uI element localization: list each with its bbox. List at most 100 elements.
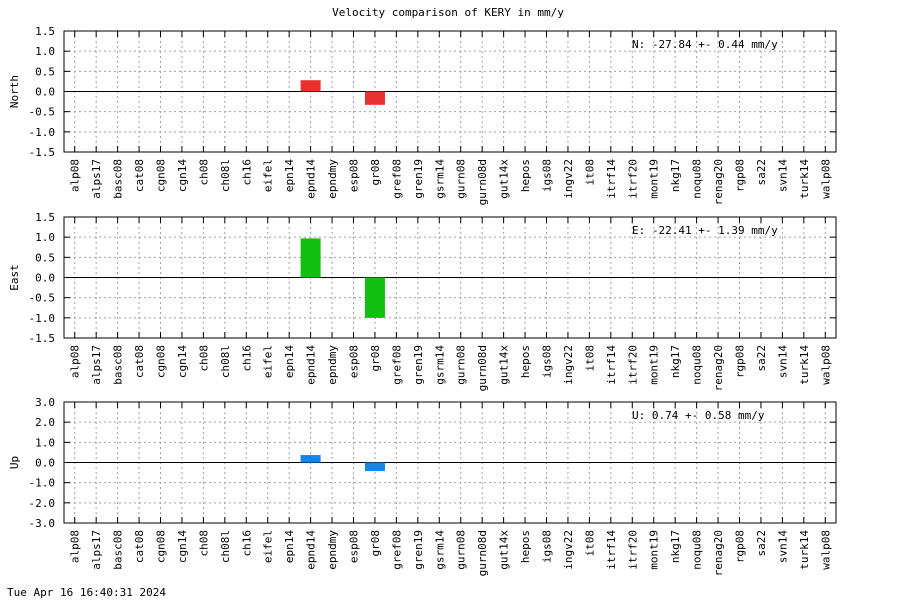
x-tick-label: ch16 <box>240 530 253 557</box>
x-tick-label: itrf14 <box>605 345 618 385</box>
x-tick-label: gren19 <box>412 345 425 385</box>
x-tick-label: gren19 <box>412 159 425 199</box>
y-tick-label: 1.5 <box>35 25 55 38</box>
bar-epnd14 <box>300 238 321 278</box>
x-tick-label: epnd14 <box>305 159 318 199</box>
y-axis-label: Up <box>8 456 21 469</box>
x-tick-label: esp08 <box>348 159 361 192</box>
x-tick-label: ingv22 <box>562 530 575 570</box>
x-tick-label: cgn14 <box>176 159 189 192</box>
x-tick-label: ch08l <box>219 345 232 378</box>
x-tick-label: epn14 <box>283 530 296 563</box>
x-tick-label: eifel <box>262 345 275 378</box>
x-tick-label: gr08 <box>369 345 382 372</box>
x-tick-label: gr08 <box>369 159 382 186</box>
x-tick-label: rgp08 <box>734 530 747 563</box>
y-tick-label: 0.0 <box>35 272 55 285</box>
x-tick-label: epndmy <box>326 530 339 570</box>
timestamp: Tue Apr 16 16:40:31 2024 <box>7 586 166 599</box>
y-axis-label: East <box>8 264 21 291</box>
x-tick-label: nkg17 <box>669 530 682 563</box>
y-tick-label: -3.0 <box>29 517 56 530</box>
panel-up: 3.0 2.0 1.0 0.0 -1.0 -2.0 -3.0 alp08 alps17 basc0… <box>8 396 837 576</box>
x-tick-label: igs08 <box>541 345 554 378</box>
velocity-annotation: N: -27.84 +- 0.44 mm/y <box>632 38 778 51</box>
y-tick-label: 0.0 <box>35 86 55 99</box>
x-tick-label: basc08 <box>112 345 125 385</box>
x-tick-label: epndmy <box>326 345 339 385</box>
bar-gr08 <box>364 277 385 318</box>
x-tick-label: itrf20 <box>626 345 639 385</box>
x-tick-label: basc08 <box>112 159 125 199</box>
x-tick-label: ingv22 <box>562 159 575 199</box>
x-tick-label: igs08 <box>541 530 554 563</box>
x-tick-label: svn14 <box>776 345 789 378</box>
chart-panels: 1.5 1.0 0.5 0.0 -0.5 -1.0 -1.5 alp08 alps17 basc0… <box>8 25 837 576</box>
panel-east: 1.5 1.0 0.5 0.0 -0.5 -1.0 -1.5 alp08 alps17 basc0… <box>8 211 837 391</box>
x-tick-label: alps17 <box>90 159 103 199</box>
x-tick-label: ch08 <box>197 345 210 372</box>
x-tick-label: epnd14 <box>305 530 318 570</box>
x-tick-label: gut14x <box>498 345 511 385</box>
x-tick-label: gurn08 <box>455 159 468 199</box>
x-tick-label: itrf14 <box>605 530 618 570</box>
x-tick-label: gurn08d <box>476 530 489 576</box>
x-tick-label: ch08l <box>219 530 232 563</box>
x-tick-label: nkg17 <box>669 345 682 378</box>
panel-north: 1.5 1.0 0.5 0.0 -0.5 -1.0 -1.5 alp08 alps17 basc0… <box>8 25 837 205</box>
x-tick-label: it08 <box>583 530 596 557</box>
x-tick-label: cat08 <box>133 159 146 192</box>
x-tick-label: gsrm14 <box>433 530 446 570</box>
x-tick-label: alps17 <box>90 530 103 570</box>
x-tick-label: epn14 <box>283 345 296 378</box>
plot-frame <box>63 30 837 153</box>
x-tick-label: mont19 <box>648 159 661 199</box>
x-tick-label: turk14 <box>798 530 811 570</box>
x-tick-label: walp08 <box>819 159 832 199</box>
x-tick-label: cgn08 <box>155 159 168 192</box>
x-tick-label: nkg17 <box>669 159 682 192</box>
x-tick-label: gut14x <box>498 159 511 199</box>
x-tick-label: sa22 <box>755 345 768 372</box>
x-tick-label: itrf20 <box>626 530 639 570</box>
bar-gr08 <box>364 462 385 471</box>
x-tick-label: ch08l <box>219 159 232 192</box>
y-tick-label: 3.0 <box>35 396 55 409</box>
x-tick-label: cat08 <box>133 530 146 563</box>
x-tick-label: sa22 <box>755 530 768 557</box>
x-tick-label: renag20 <box>712 530 725 576</box>
bar-epnd14 <box>300 455 321 463</box>
x-tick-label: epnd14 <box>305 345 318 385</box>
x-tick-label: svn14 <box>776 530 789 563</box>
plot-frame <box>63 401 837 524</box>
y-tick-label: -1.5 <box>29 146 56 159</box>
x-tick-label: noqu08 <box>691 530 704 570</box>
y-tick-label: -2.0 <box>29 497 56 510</box>
x-tick-label: gut14x <box>498 530 511 570</box>
y-tick-label: 1.0 <box>35 436 55 449</box>
x-tick-label: cgn14 <box>176 530 189 563</box>
x-tick-label: mont19 <box>648 345 661 385</box>
x-tick-label: cat08 <box>133 345 146 378</box>
y-tick-label: 0.5 <box>35 65 55 78</box>
x-tick-label: alp08 <box>69 345 82 378</box>
x-tick-label: alp08 <box>69 159 82 192</box>
x-tick-label: epn14 <box>283 159 296 192</box>
x-tick-label: rgp08 <box>734 345 747 378</box>
velocity-annotation: E: -22.41 +- 1.39 mm/y <box>632 224 778 237</box>
y-tick-label: 1.0 <box>35 45 55 58</box>
y-tick-label: -1.0 <box>29 312 56 325</box>
x-tick-label: cgn08 <box>155 530 168 563</box>
bar-gr08 <box>364 91 385 105</box>
x-tick-label: igs08 <box>541 159 554 192</box>
x-tick-label: gurn08d <box>476 345 489 391</box>
x-tick-label: ingv22 <box>562 345 575 385</box>
y-tick-label: -0.5 <box>29 106 56 119</box>
y-tick-label: -1.0 <box>29 126 56 139</box>
x-tick-label: gref08 <box>390 345 403 385</box>
x-tick-label: walp08 <box>819 345 832 385</box>
x-tick-label: ch08 <box>197 159 210 186</box>
x-tick-label: svn14 <box>776 159 789 192</box>
y-axis-label: North <box>8 75 21 108</box>
